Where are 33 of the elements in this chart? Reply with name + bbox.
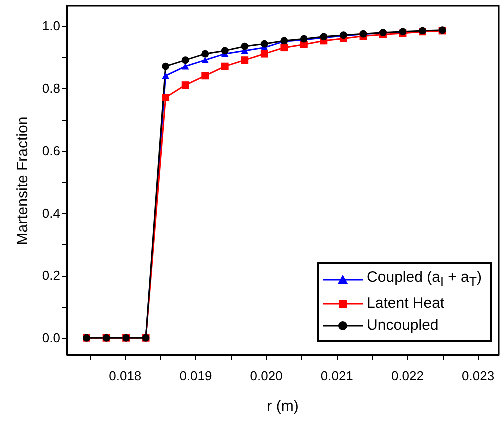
y-tick-label: 1.0 bbox=[42, 18, 60, 34]
x-tick-label: 0.023 bbox=[462, 368, 495, 384]
x-tick-label: 0.019 bbox=[180, 368, 212, 384]
point bbox=[162, 72, 170, 80]
point bbox=[162, 94, 170, 102]
point bbox=[221, 47, 229, 55]
y-tick-label: 0.0 bbox=[42, 330, 60, 346]
y-axis-title: Martensite Fraction bbox=[14, 116, 32, 246]
point bbox=[202, 57, 210, 64]
x-tick-label: 0.018 bbox=[109, 368, 142, 384]
point bbox=[241, 42, 249, 50]
point bbox=[182, 82, 190, 89]
point bbox=[241, 56, 249, 64]
point bbox=[162, 62, 170, 70]
point bbox=[202, 72, 210, 80]
x-tick-label: 0.021 bbox=[320, 368, 354, 384]
legend-label: Coupled (a$_{I}$ + a$_{T}$) bbox=[367, 268, 482, 291]
y-tick-label: 0.4 bbox=[42, 206, 60, 221]
point bbox=[202, 50, 210, 58]
point bbox=[182, 56, 190, 64]
y-tick-label: 0.6 bbox=[42, 143, 60, 158]
point bbox=[182, 63, 190, 70]
legend-label: Latent Heat bbox=[367, 294, 445, 314]
x-tick-label: 0.020 bbox=[250, 368, 283, 384]
point bbox=[260, 50, 268, 58]
point bbox=[280, 44, 288, 52]
x-tick-label: 0.022 bbox=[391, 368, 424, 384]
legend-label: Uncoupled bbox=[367, 316, 439, 336]
point bbox=[221, 62, 229, 70]
y-tick-label: 0.8 bbox=[42, 80, 60, 96]
point bbox=[260, 40, 268, 48]
y-tick-label: 0.2 bbox=[42, 268, 60, 284]
x-axis-title: r (m) bbox=[266, 398, 300, 415]
